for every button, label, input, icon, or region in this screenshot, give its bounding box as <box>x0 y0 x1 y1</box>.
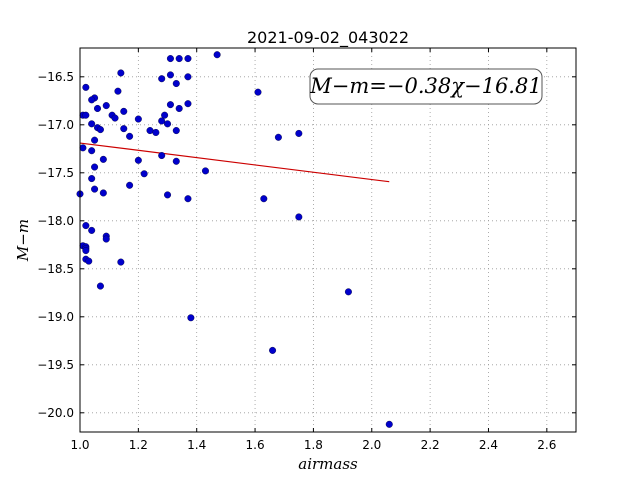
data-point <box>187 314 195 322</box>
data-point <box>102 102 110 110</box>
data-point <box>254 88 262 96</box>
data-point <box>172 127 180 135</box>
data-point <box>164 191 172 199</box>
data-point <box>184 100 192 108</box>
data-point <box>88 96 96 104</box>
data-point <box>201 167 209 175</box>
data-point <box>117 69 125 77</box>
data-point <box>114 87 122 95</box>
data-point <box>158 152 166 160</box>
data-point <box>96 282 104 290</box>
y-tick-label: −19.0 <box>37 310 74 324</box>
data-point <box>88 120 96 128</box>
data-point <box>260 195 268 203</box>
x-tick-label: 1.0 <box>70 438 89 452</box>
data-point <box>344 288 352 296</box>
fit-equation: M−m=−0.38χ−16.81 <box>309 74 541 98</box>
data-point <box>126 181 134 189</box>
x-tick-label: 2.6 <box>537 438 556 452</box>
x-tick-label: 2.2 <box>421 438 440 452</box>
data-point <box>175 104 183 112</box>
plot-area <box>80 48 576 432</box>
data-point <box>184 73 192 81</box>
data-point <box>146 127 154 135</box>
data-point <box>172 157 180 165</box>
data-point <box>126 132 134 140</box>
fit-equation-box: M−m=−0.38χ−16.81 <box>309 68 543 105</box>
data-point <box>99 155 107 163</box>
y-tick-label: −16.5 <box>37 70 74 84</box>
data-point <box>82 111 90 119</box>
data-point <box>85 257 93 265</box>
data-point <box>96 126 104 134</box>
data-point <box>158 117 166 125</box>
data-point <box>213 51 221 59</box>
data-point <box>164 120 172 128</box>
data-point <box>99 189 107 197</box>
data-point <box>102 235 110 243</box>
data-point <box>88 147 96 155</box>
data-point <box>79 144 87 152</box>
data-point <box>91 185 99 193</box>
data-point <box>91 163 99 171</box>
chart-title: 2021-09-02_043022 <box>247 28 409 48</box>
x-tick-label: 1.4 <box>187 438 206 452</box>
data-point <box>161 111 169 119</box>
data-points <box>76 51 393 428</box>
y-tick-label: −17.5 <box>37 166 74 180</box>
data-point <box>88 226 96 234</box>
y-tick-label: −17.0 <box>37 118 74 132</box>
data-point <box>82 83 90 91</box>
data-point <box>184 55 192 63</box>
data-point <box>295 129 303 137</box>
data-point <box>274 133 282 141</box>
y-axis-ticks: −16.5 −17.0 −17.5 −18.0 −18.5 −19.0 −19.5 −20.0 <box>37 70 576 420</box>
x-tick-label: 1.8 <box>304 438 323 452</box>
data-point <box>120 107 128 115</box>
x-tick-label: 2.4 <box>479 438 498 452</box>
y-tick-label: −19.5 <box>37 358 74 372</box>
data-point <box>166 55 174 63</box>
x-axis-ticks: 1.0 1.2 1.4 1.6 1.8 2.0 2.2 2.4 2.6 <box>70 48 556 452</box>
data-point <box>91 136 99 144</box>
data-point <box>140 170 148 178</box>
data-point <box>120 125 128 133</box>
data-point <box>172 80 180 88</box>
fit-line <box>79 142 390 183</box>
x-tick-label: 1.6 <box>246 438 265 452</box>
y-tick-label: −18.0 <box>37 214 74 228</box>
data-point <box>117 258 125 266</box>
x-axis-label: airmass <box>298 455 358 473</box>
data-point <box>184 195 192 203</box>
x-tick-label: 1.2 <box>129 438 148 452</box>
data-point <box>152 128 160 136</box>
data-point <box>94 104 102 112</box>
data-point <box>134 115 142 123</box>
data-point <box>134 156 142 164</box>
y-axis-label: M−m <box>14 219 32 262</box>
plot-frame <box>79 47 577 433</box>
x-tick-label: 2.0 <box>362 438 381 452</box>
data-point <box>82 222 90 230</box>
data-point <box>111 114 119 122</box>
data-point <box>82 247 90 255</box>
data-point <box>166 101 174 109</box>
data-point <box>166 71 174 79</box>
data-point <box>88 175 96 183</box>
y-tick-label: −18.5 <box>37 262 74 276</box>
data-point <box>295 213 303 221</box>
data-point <box>175 55 183 63</box>
y-tick-label: −20.0 <box>37 406 74 420</box>
data-point <box>385 420 393 428</box>
data-point <box>158 75 166 83</box>
data-point <box>269 346 277 354</box>
